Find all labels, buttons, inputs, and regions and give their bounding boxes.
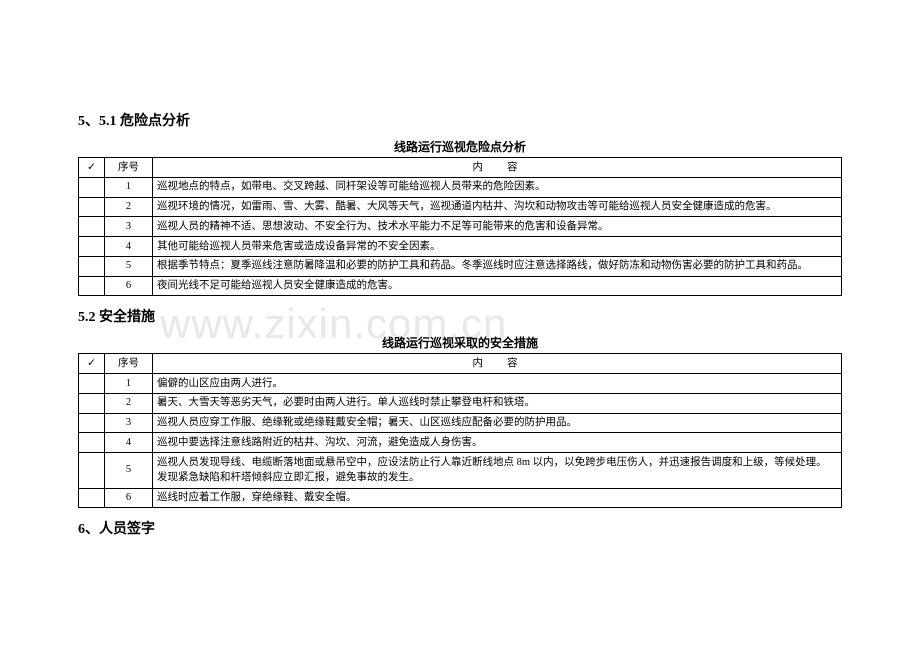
table-row: 5 巡视人员发现导线、电缆断落地面或悬吊空中，应设法防止行人靠近断线地点 8m … bbox=[79, 453, 842, 489]
cell-seq: 5 bbox=[105, 453, 153, 489]
header-content: 内容 bbox=[153, 354, 842, 374]
table-row: 2 巡视环境的情况，如雷雨、雪、大雾、酷暑、大风等天气，巡视通道内枯井、沟坎和动… bbox=[79, 197, 842, 217]
cell-seq: 3 bbox=[105, 217, 153, 237]
cell-content: 巡视人员应穿工作服、绝缘靴或绝缘鞋戴安全帽；暑天、山区巡线应配备必要的防护用品。 bbox=[153, 413, 842, 433]
cell-seq: 2 bbox=[105, 197, 153, 217]
risk-analysis-table: ✓ 序号 内容 1 巡视地点的特点，如带电、交叉跨越、同杆架设等可能给巡视人员带… bbox=[78, 157, 842, 296]
document-content: 5、5.1 危险点分析 线路运行巡视危险点分析 ✓ 序号 内容 1 巡视地点的特… bbox=[78, 110, 842, 538]
cell-check bbox=[79, 237, 105, 257]
cell-content: 巡视环境的情况，如雷雨、雪、大雾、酷暑、大风等天气，巡视通道内枯井、沟坎和动物攻… bbox=[153, 197, 842, 217]
section-5-1-title: 5、5.1 危险点分析 bbox=[78, 110, 842, 130]
cell-content: 夜间光线不足可能给巡视人员安全健康造成的危害。 bbox=[153, 276, 842, 296]
cell-check bbox=[79, 217, 105, 237]
cell-seq: 5 bbox=[105, 256, 153, 276]
header-seq: 序号 bbox=[105, 354, 153, 374]
cell-seq: 1 bbox=[105, 177, 153, 197]
table-row: 5 根据季节特点：夏季巡线注意防暑降温和必要的防护工具和药品。冬季巡线时应注意选… bbox=[79, 256, 842, 276]
cell-check bbox=[79, 433, 105, 453]
cell-content: 巡视中要选择注意线路附近的枯井、沟坎、河流，避免造成人身伤害。 bbox=[153, 433, 842, 453]
cell-content: 根据季节特点：夏季巡线注意防暑降温和必要的防护工具和药品。冬季巡线时应注意选择路… bbox=[153, 256, 842, 276]
cell-check bbox=[79, 276, 105, 296]
cell-content: 偏僻的山区应由两人进行。 bbox=[153, 374, 842, 394]
cell-check bbox=[79, 393, 105, 413]
table-row: 1 偏僻的山区应由两人进行。 bbox=[79, 374, 842, 394]
table-row: 2 暑天、大雪天等恶劣天气，必要时由两人进行。单人巡线时禁止攀登电杆和铁塔。 bbox=[79, 393, 842, 413]
table-5-1-caption: 线路运行巡视危险点分析 bbox=[78, 138, 842, 155]
cell-content: 巡视地点的特点，如带电、交叉跨越、同杆架设等可能给巡视人员带来的危险因素。 bbox=[153, 177, 842, 197]
cell-check bbox=[79, 413, 105, 433]
table-row: 3 巡视人员应穿工作服、绝缘靴或绝缘鞋戴安全帽；暑天、山区巡线应配备必要的防护用… bbox=[79, 413, 842, 433]
cell-check bbox=[79, 374, 105, 394]
cell-content: 巡视人员发现导线、电缆断落地面或悬吊空中，应设法防止行人靠近断线地点 8m 以内… bbox=[153, 453, 842, 489]
cell-seq: 3 bbox=[105, 413, 153, 433]
cell-seq: 6 bbox=[105, 488, 153, 508]
table-5-2-caption: 线路运行巡视采取的安全措施 bbox=[78, 334, 842, 351]
section-5-2-title: 5.2 安全措施 bbox=[78, 306, 842, 326]
cell-check bbox=[79, 197, 105, 217]
section-6-title: 6、人员签字 bbox=[78, 518, 842, 538]
cell-content: 其他可能给巡视人员带来危害或造成设备异常的不安全因素。 bbox=[153, 237, 842, 257]
cell-check bbox=[79, 453, 105, 489]
table-row: 4 巡视中要选择注意线路附近的枯井、沟坎、河流，避免造成人身伤害。 bbox=[79, 433, 842, 453]
cell-seq: 4 bbox=[105, 237, 153, 257]
cell-check bbox=[79, 256, 105, 276]
header-seq: 序号 bbox=[105, 158, 153, 178]
table-row: 4 其他可能给巡视人员带来危害或造成设备异常的不安全因素。 bbox=[79, 237, 842, 257]
table-row: 1 巡视地点的特点，如带电、交叉跨越、同杆架设等可能给巡视人员带来的危险因素。 bbox=[79, 177, 842, 197]
cell-seq: 2 bbox=[105, 393, 153, 413]
header-check: ✓ bbox=[79, 354, 105, 374]
header-check: ✓ bbox=[79, 158, 105, 178]
cell-content: 巡视人员的精神不适、思想波动、不安全行为、技术水平能力不足等可能带来的危害和设备… bbox=[153, 217, 842, 237]
cell-seq: 1 bbox=[105, 374, 153, 394]
header-content: 内容 bbox=[153, 158, 842, 178]
safety-measures-table: ✓ 序号 内容 1 偏僻的山区应由两人进行。 2 暑天、大雪天等恶劣天气，必要时… bbox=[78, 353, 842, 508]
cell-content: 巡线时应着工作服，穿绝缘鞋、戴安全帽。 bbox=[153, 488, 842, 508]
cell-check bbox=[79, 177, 105, 197]
table-header-row: ✓ 序号 内容 bbox=[79, 354, 842, 374]
table-header-row: ✓ 序号 内容 bbox=[79, 158, 842, 178]
cell-content: 暑天、大雪天等恶劣天气，必要时由两人进行。单人巡线时禁止攀登电杆和铁塔。 bbox=[153, 393, 842, 413]
table-row: 3 巡视人员的精神不适、思想波动、不安全行为、技术水平能力不足等可能带来的危害和… bbox=[79, 217, 842, 237]
cell-check bbox=[79, 488, 105, 508]
table-row: 6 夜间光线不足可能给巡视人员安全健康造成的危害。 bbox=[79, 276, 842, 296]
cell-seq: 4 bbox=[105, 433, 153, 453]
cell-seq: 6 bbox=[105, 276, 153, 296]
table-row: 6 巡线时应着工作服，穿绝缘鞋、戴安全帽。 bbox=[79, 488, 842, 508]
